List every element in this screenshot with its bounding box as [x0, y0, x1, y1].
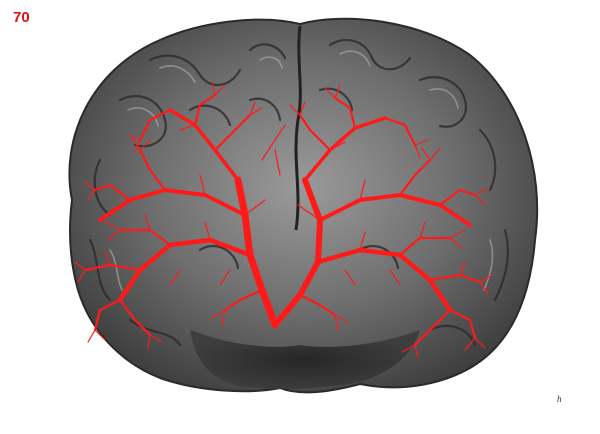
- midline-fissure: [294, 25, 302, 231]
- red-branching-tree: [74, 81, 493, 359]
- right-top-limb: [303, 116, 387, 182]
- page-number: 70: [13, 9, 30, 26]
- brain-underside: [190, 330, 420, 389]
- secondary-branches: [83, 93, 482, 347]
- gyri-texture: [88, 38, 509, 347]
- left-top-limb: [168, 108, 240, 182]
- fine-twigs: [74, 81, 493, 359]
- corner-mark: h: [557, 394, 562, 404]
- brain-silhouette: [68, 17, 539, 394]
- brain-photo: [68, 17, 539, 394]
- gyri-highlights: [109, 50, 494, 291]
